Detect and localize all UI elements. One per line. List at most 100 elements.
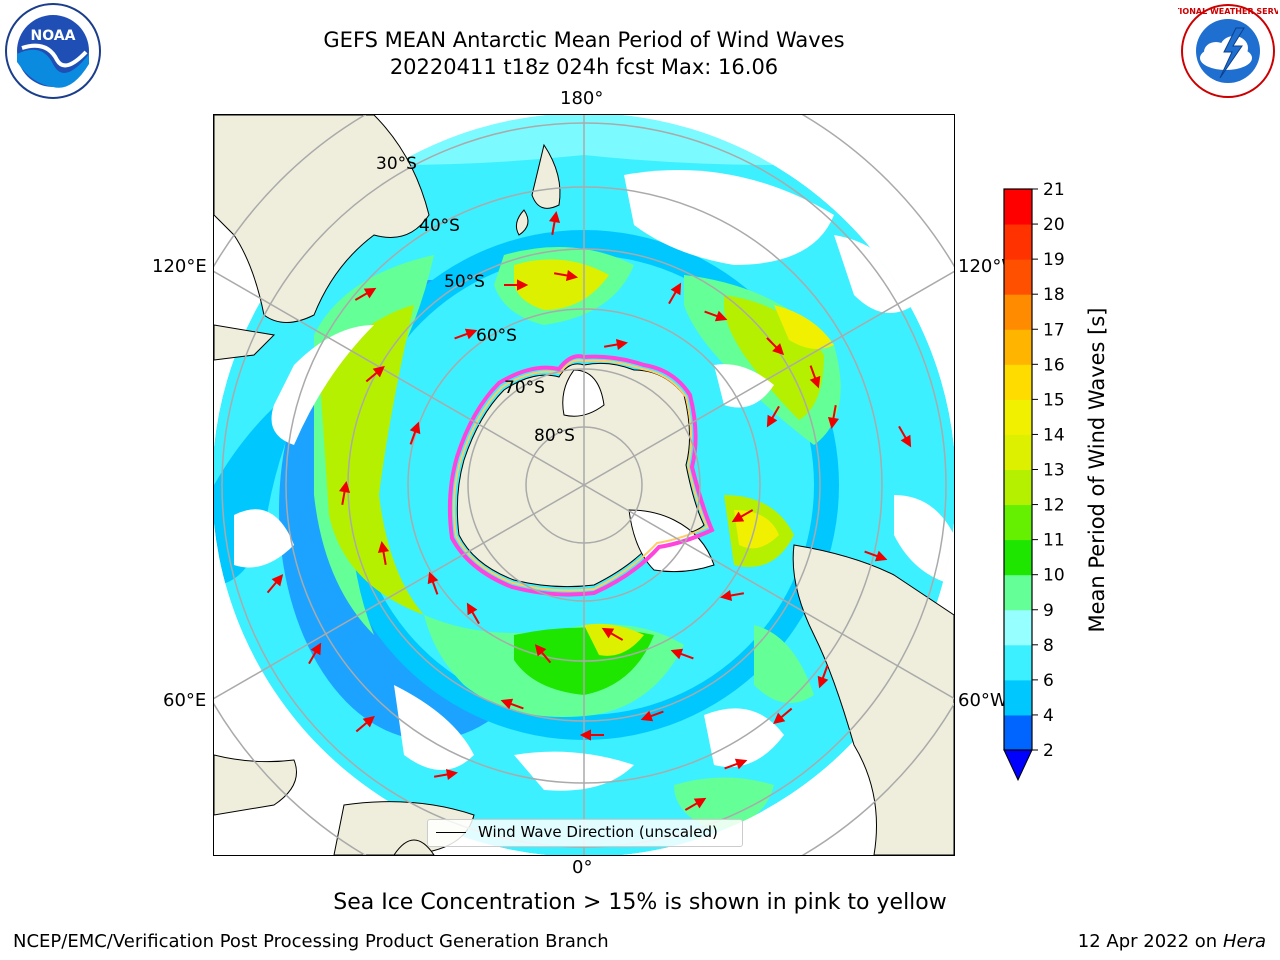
direction-arrow [365, 365, 385, 383]
colorbar-swatch [1004, 504, 1032, 541]
direction-arrow [766, 337, 785, 356]
direction-arrow [640, 710, 664, 722]
lon-label-0: 0° [572, 857, 593, 878]
direction-arrow [684, 797, 707, 811]
colorbar-swatch [1004, 399, 1032, 435]
direction-arrow [766, 405, 780, 428]
colorbar-tick-label: 21 [1043, 180, 1065, 200]
direction-arrow [601, 627, 624, 641]
lon-label-60w: 60°W [958, 690, 1008, 711]
graticule [214, 115, 954, 855]
direction-arrow [548, 210, 561, 236]
direction-arrow [809, 365, 821, 389]
direction-arrow [377, 540, 390, 566]
direction-arrow [504, 279, 529, 291]
lat-label-50s: 50°S [444, 272, 485, 292]
sea-ice-note: Sea Ice Concentration > 15% is shown in … [333, 890, 947, 915]
nws-logo: NATIONAL WEATHER SERVICE [1178, 4, 1278, 98]
colorbar-under-triangle [1003, 749, 1033, 782]
direction-arrow [534, 644, 552, 664]
colorbar-swatch [1004, 539, 1032, 576]
noaa-logo-text: NOAA [31, 28, 76, 44]
lat-label-80s: 80°S [534, 426, 575, 446]
direction-arrow [308, 642, 322, 665]
colorbar-swatch [1004, 189, 1032, 225]
colorbar-swatch [1004, 259, 1032, 295]
colorbar-tick-label: 17 [1043, 320, 1065, 340]
colorbar-tick-label: 18 [1043, 285, 1065, 305]
lat-label-30s: 30°S [376, 154, 417, 174]
colorbar-swatch [1004, 294, 1032, 330]
map-legend: Wind Wave Direction (unscaled) [427, 819, 743, 847]
lon-label-120e: 120°E [152, 256, 207, 277]
colorbar-tick-label: 6 [1043, 671, 1054, 691]
colorbar-swatch [1004, 644, 1032, 681]
colorbar-tick-label: 20 [1043, 215, 1065, 235]
direction-arrow [355, 715, 375, 733]
colorbar-tick-label: 4 [1043, 706, 1054, 726]
footer-date: 12 Apr 2022 on Hera [1078, 931, 1266, 952]
direction-arrow [433, 768, 459, 781]
chart-subtitle: 20220411 t18z 024h fcst Max: 16.06 [389, 55, 779, 79]
lat-label-40s: 40°S [419, 216, 460, 236]
direction-arrow [898, 425, 912, 448]
nws-logo-text: NATIONAL WEATHER SERVICE [1178, 7, 1278, 16]
wind-wave-arrows [266, 210, 912, 811]
colorbar-tick-label: 13 [1043, 461, 1065, 481]
footer-date-text: 12 Apr 2022 on [1077, 931, 1223, 952]
colorbar-tick-label: 19 [1043, 250, 1065, 270]
colorbar-tick-label: 2 [1043, 741, 1054, 761]
lon-label-60e: 60°E [163, 690, 207, 711]
direction-arrow [603, 338, 629, 351]
colorbar-tick-label: 9 [1043, 601, 1054, 621]
direction-arrow [466, 602, 480, 625]
direction-arrow [773, 707, 793, 725]
direction-arrow [454, 328, 478, 340]
colorbar: 2 4 6 8 9 10 11 12 13 14 15 16 17 18 19 20 21 [1003, 180, 1065, 782]
colorbar-swatch [1004, 714, 1032, 751]
colorbar-swatch [1004, 469, 1032, 506]
direction-arrow [817, 665, 829, 689]
chart-title: GEFS MEAN Antarctic Mean Period of Wind … [323, 28, 845, 52]
colorbar-ticks: 2 4 6 8 9 10 11 12 13 14 15 16 17 18 19 20 21 [1032, 180, 1065, 761]
direction-arrow [704, 310, 728, 322]
colorbar-tick-label: 11 [1043, 531, 1065, 551]
colorbar-tick-label: 10 [1043, 566, 1065, 586]
colorbar-swatch [1004, 329, 1032, 365]
land-masses [214, 115, 954, 855]
direction-arrow [731, 509, 754, 523]
sea-ice-edge [447, 354, 715, 597]
direction-arrow [579, 729, 604, 741]
direction-arrow [553, 269, 579, 282]
colorbar-tick-label: 15 [1043, 390, 1065, 410]
footer-host: Hera [1222, 931, 1266, 952]
footer-credit: NCEP/EMC/Verification Post Processing Pr… [13, 931, 609, 952]
map-svg: 30°S 40°S 50°S 60°S 70°S 80°S [214, 115, 954, 855]
direction-arrow [827, 404, 840, 430]
colorbar-swatch [1004, 609, 1032, 646]
noaa-logo: NOAA [5, 3, 101, 99]
direction-arrow [427, 571, 439, 595]
direction-arrow [354, 287, 377, 301]
map-panel: 30°S 40°S 50°S 60°S 70°S 80°S [213, 114, 955, 856]
colorbar-swatch [1004, 679, 1032, 716]
direction-arrow [719, 589, 745, 602]
colorbar-tick-label: 8 [1043, 636, 1054, 656]
colorbar-tick-label: 16 [1043, 355, 1065, 375]
direction-arrow [500, 698, 524, 710]
colorbar-swatches [1004, 189, 1032, 751]
colorbar-label: Mean Period of Wind Waves [s] [1085, 307, 1109, 633]
colorbar-swatch [1004, 224, 1032, 260]
lon-label-180: 180° [560, 88, 604, 109]
colorbar-swatch [1004, 574, 1032, 611]
colorbar-swatch [1004, 434, 1032, 470]
direction-arrow [724, 758, 748, 770]
lat-label-70s: 70°S [504, 378, 545, 398]
legend-label: Wind Wave Direction (unscaled) [478, 823, 718, 841]
direction-arrow [338, 480, 351, 506]
colorbar-tick-label: 14 [1043, 425, 1065, 445]
direction-arrow [668, 282, 682, 305]
colorbar-tick-label: 12 [1043, 496, 1065, 516]
lat-label-60s: 60°S [476, 326, 517, 346]
direction-arrow [670, 648, 694, 660]
